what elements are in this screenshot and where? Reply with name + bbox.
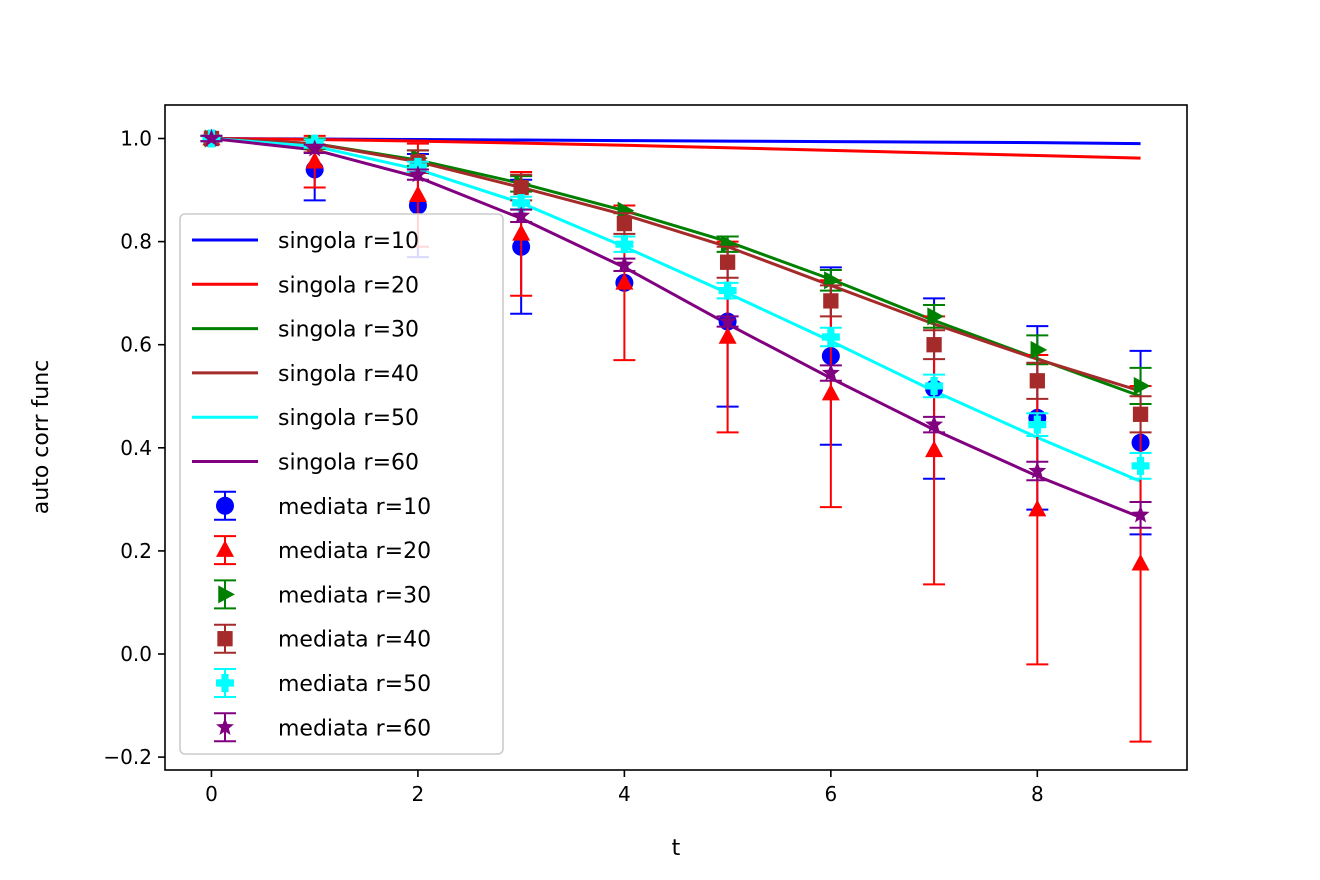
x-axis-label: t [672,836,681,861]
legend-entry-1: singola r=10 [192,229,419,254]
legend-marker [216,717,234,735]
legend-label: mediata r=10 [278,495,431,520]
legend-label: singola r=20 [278,273,419,298]
data-point [719,254,736,270]
data-point [720,235,738,254]
legend-marker [217,631,233,647]
data-point [615,235,634,254]
legend-label: singola r=40 [278,362,419,387]
y-tick-label: 0.4 [120,436,152,460]
legend-entry-7: mediata r=10 [214,490,431,521]
data-point [408,185,427,202]
y-tick-label: 0.0 [120,642,152,666]
legend-entry-3: singola r=30 [192,318,419,343]
data-point [927,307,944,326]
legend-label: singola r=10 [278,229,419,254]
legend-entry-11: mediata r=50 [214,668,431,698]
legend-entry-4: singola r=40 [192,362,419,387]
legend-label: singola r=50 [278,406,419,431]
data-point [926,337,942,353]
legend-label: singola r=60 [278,451,419,476]
data-point [616,215,633,232]
legend-marker [218,585,235,604]
legend: singola r=10 singola r=20 singola r=30 sing… [179,213,504,755]
legend-box [179,213,504,755]
y-tick-label: −0.2 [103,745,152,769]
data-point [1132,406,1149,422]
legend-entry-9: mediata r=30 [214,579,431,610]
data-point [925,376,944,395]
data-point [1028,499,1047,517]
data-point [925,415,944,433]
x-tick-label: 8 [1031,782,1044,806]
data-point [512,193,531,212]
data-point [718,281,737,300]
data-point [202,129,221,147]
legend-entry-12: mediata r=60 [214,712,431,743]
data-point [718,312,737,330]
legend-entry-10: mediata r=40 [214,623,431,654]
legend-entry-5: singola r=50 [192,406,419,431]
legend-entry-2: singola r=20 [192,273,419,298]
data-point [1030,340,1048,359]
legend-label: mediata r=20 [278,539,431,564]
data-point [305,151,324,169]
data-point [1131,505,1150,523]
data-point [821,383,840,401]
legend-entry-8: mediata r=20 [214,535,431,566]
legend-label: singola r=30 [278,318,419,343]
y-tick-label: 0.8 [120,230,152,254]
data-point [1131,553,1150,571]
data-point [305,139,324,157]
legend-marker [216,674,234,692]
data-point [925,440,944,458]
data-point [512,223,531,241]
axes-frame [164,104,1188,771]
legend-entry-6: singola r=60 [192,451,419,476]
series-line-4 [211,137,1141,393]
data-point [1029,373,1045,389]
data-point [1028,461,1047,479]
data-point [823,293,839,309]
x-tick-label: 6 [824,782,837,806]
legend-label: mediata r=60 [278,716,431,741]
data-point [615,255,634,273]
x-tick-label: 2 [412,782,425,806]
data-point [512,206,531,224]
data-point [1133,376,1151,395]
y-tick-label: 1.0 [120,127,152,151]
legend-marker [216,496,234,515]
legend-label: mediata r=40 [278,628,431,653]
x-tick-label: 4 [618,782,631,806]
data-point [615,272,634,290]
data-point [718,327,737,344]
axes: 0 2 4 6 8 −0.2 0.0 0.2 0.4 0.6 0.8 1.0 [103,127,1043,806]
data-point [821,363,840,381]
y-tick-label: 0.6 [120,333,152,357]
data-point [408,165,427,183]
data-point [821,327,840,346]
y-tick-label: 0.2 [120,539,152,563]
data-point [617,201,635,220]
data-point [1028,415,1047,434]
series-line-5 [211,137,1142,483]
data-point [513,179,529,196]
legend-label: mediata r=30 [278,583,431,608]
x-tick-label: 0 [205,782,218,806]
legend-marker [216,540,234,557]
errorbar-series-6 [200,129,1152,529]
plot-area [200,128,1152,743]
series-line-6 [211,137,1142,519]
y-axis-label: auto corr func [29,360,54,514]
series-line-2 [211,137,1141,160]
data-point [1131,456,1150,475]
legend-label: mediata r=50 [278,672,431,697]
